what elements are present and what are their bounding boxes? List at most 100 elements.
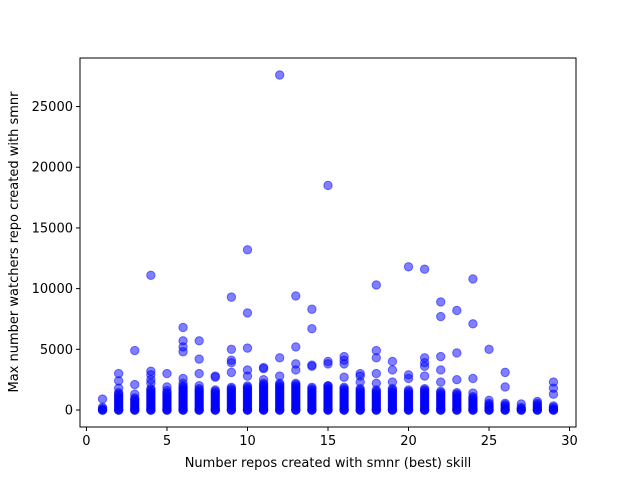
data-point [419,405,430,415]
data-point [387,356,398,367]
data-point [371,280,382,290]
data-point [339,359,349,369]
data-point [226,357,237,368]
data-point [516,399,526,409]
data-point [468,373,478,384]
data-point [468,405,478,415]
data-point [242,245,253,255]
data-point [130,405,140,415]
data-point [436,365,446,375]
data-point [291,291,301,301]
data-point [371,368,382,379]
data-point [146,405,156,415]
data-point [97,405,108,415]
data-point [146,378,156,389]
data-point [130,345,140,356]
data-point [436,311,446,322]
data-point [532,405,543,415]
data-point [178,347,188,357]
data-point [242,381,253,391]
data-point [162,405,172,415]
x-tick-label: 0 [82,434,90,449]
data-point [387,365,398,375]
data-point [355,405,365,415]
data-point [274,70,285,80]
data-point [210,385,220,395]
data-point [419,361,430,372]
data-point [323,381,333,391]
x-tick-label: 10 [239,434,256,449]
data-point [371,378,382,389]
data-point [452,305,462,316]
data-point [226,292,237,302]
data-point [403,373,414,384]
data-point [307,361,317,372]
y-tick-label: 20000 [32,161,73,176]
data-point [452,374,462,385]
data-point [436,297,446,307]
x-tick-label: 30 [561,434,578,449]
y-axis-label: Max number watchers repo created with sm… [7,91,22,393]
data-point [210,372,220,382]
data-point [291,378,301,389]
data-point [113,405,124,415]
x-tick-label: 25 [481,434,498,449]
x-axis-ticks: 0 5 10 15 20 25 30 [82,427,578,449]
data-point [403,385,414,395]
y-tick-label: 10000 [32,282,73,297]
data-point [162,385,172,396]
y-tick-label: 5000 [40,343,73,358]
data-point [258,364,269,374]
data-point [387,405,398,415]
data-point [226,405,237,415]
data-point [97,394,108,404]
data-point [291,342,301,352]
data-point [194,336,204,346]
data-point [226,382,237,393]
data-point [242,343,253,353]
data-point [274,353,285,363]
data-point [307,405,317,415]
data-point [452,405,462,415]
data-point [468,319,478,329]
data-point [130,379,140,390]
data-point [194,405,204,415]
data-point [436,405,446,415]
data-point [274,371,285,381]
data-point [178,405,188,415]
data-point [532,396,543,407]
data-point [452,348,462,358]
data-point [500,382,510,392]
data-point [242,371,253,381]
data-point [436,377,446,387]
data-point [323,359,333,369]
data-point [113,383,124,393]
data-point [291,365,301,375]
data-point [307,304,317,314]
data-point [419,371,430,381]
data-point [194,368,204,379]
data-points [97,70,559,415]
data-point [291,405,301,415]
data-point [403,262,414,272]
data-point [452,387,462,398]
data-point [307,382,317,393]
x-tick-label: 15 [320,434,337,449]
data-point [419,264,430,274]
data-point [210,405,220,415]
data-point [258,374,269,385]
data-point [548,405,559,415]
data-point [226,344,237,355]
data-point [436,386,446,397]
data-point [274,405,285,415]
data-point [307,323,317,334]
data-point [323,405,333,415]
data-point [371,353,382,363]
data-point [226,367,237,378]
data-point [146,270,156,280]
data-point [500,405,510,415]
data-point [339,405,349,415]
x-tick-label: 20 [400,434,417,449]
data-point [419,383,430,394]
